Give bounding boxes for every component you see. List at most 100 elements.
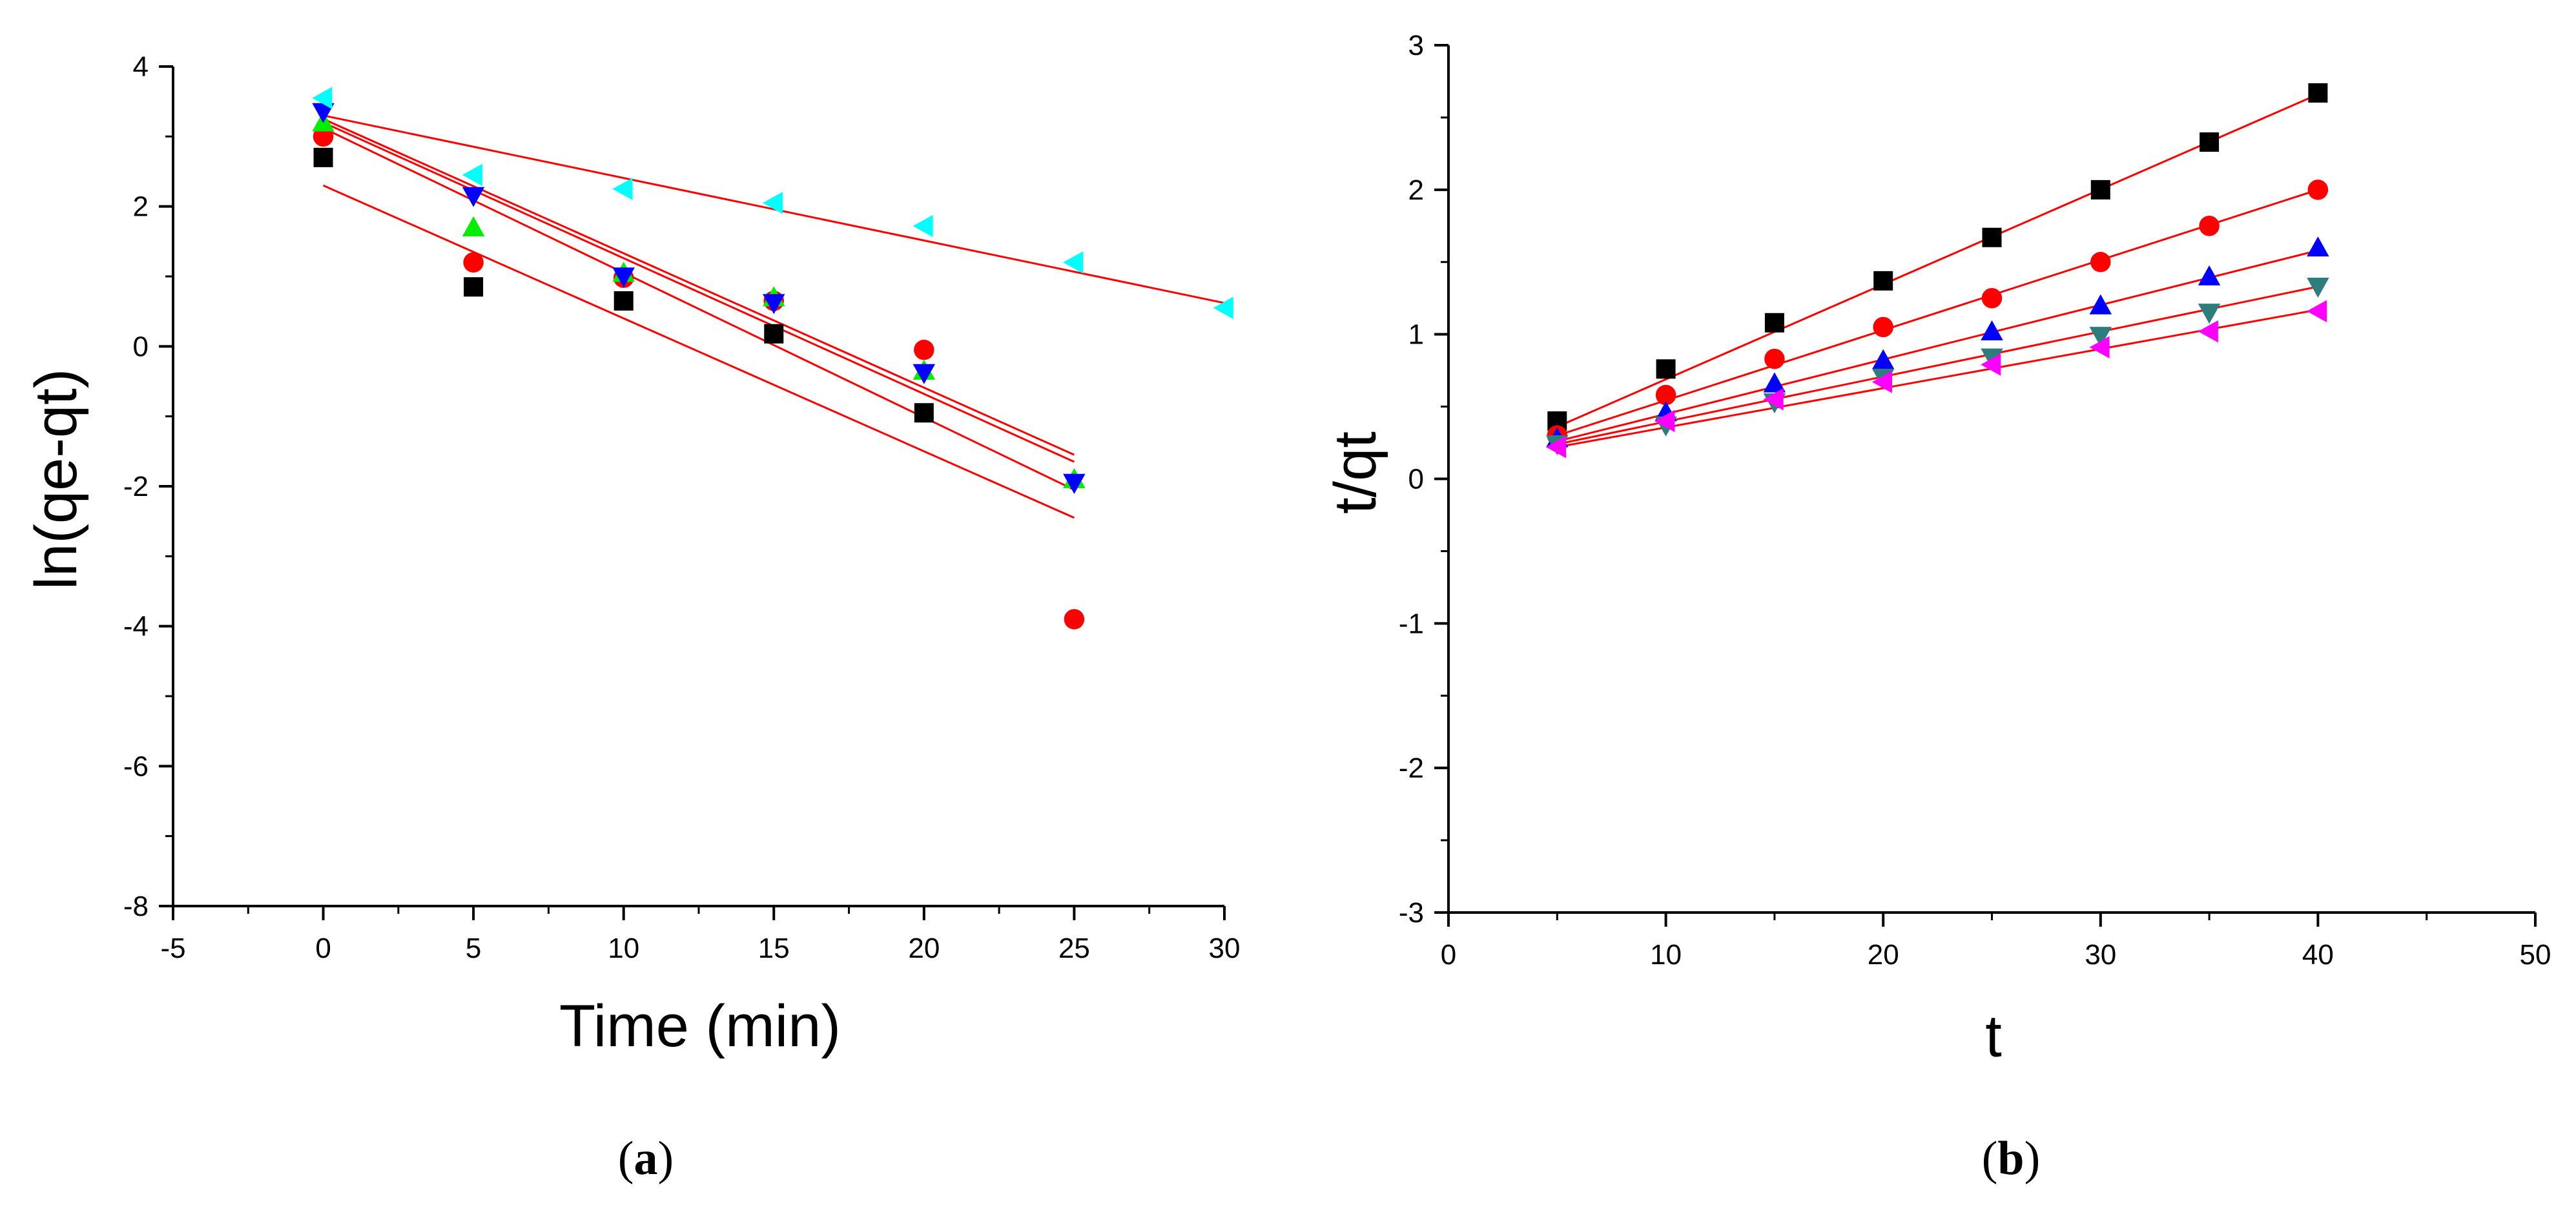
- data-point-b-series-5: [2089, 336, 2110, 359]
- y-axis-label-b: t/qt: [1323, 431, 1388, 514]
- fit-line-b-series-1: [1556, 93, 2319, 428]
- data-point-b-series-3: [2089, 294, 2112, 315]
- caption-a: (a): [618, 1132, 674, 1185]
- y-tick-label-a: -8: [123, 891, 149, 922]
- data-point-b-series-3: [1871, 349, 1895, 369]
- x-tick-label-a: 10: [608, 933, 639, 964]
- data-point-b-series-2: [2307, 180, 2329, 200]
- data-point-b-series-1: [2308, 83, 2328, 103]
- data-point-a-series-1: [764, 324, 784, 344]
- data-point-a-series-5: [612, 178, 633, 200]
- data-point-b-series-4: [2307, 278, 2329, 298]
- y-tick-label-a: 2: [133, 191, 149, 223]
- data-point-b-series-4: [2198, 304, 2221, 324]
- data-points-b: [1546, 83, 2329, 459]
- x-axis-label-b: t: [1985, 1004, 2002, 1069]
- x-tick-label-b: 10: [1650, 939, 1682, 971]
- y-tick-label-a: -2: [123, 471, 149, 502]
- axes-b: 0 10 20 30 40 50 -3 -2 -1 0 1 2 3: [1399, 30, 2551, 971]
- data-point-b-series-3: [2307, 236, 2329, 257]
- data-point-a-series-3: [462, 216, 485, 236]
- x-axis-label-a: Time (min): [559, 993, 841, 1059]
- data-point-b-series-1: [1764, 313, 1784, 333]
- data-point-a-series-1: [613, 291, 634, 311]
- y-tick-label-b: 1: [1408, 319, 1424, 351]
- data-point-a-series-5: [462, 163, 482, 187]
- data-point-b-series-2: [1981, 287, 2003, 309]
- chart-panel-b: 0 10 20 30 40 50 -3 -2 -1 0 1 2 3 t t/qt (b): [1323, 30, 2551, 1185]
- data-point-b-series-2: [1764, 348, 1785, 369]
- data-point-b-series-3: [1981, 320, 2003, 340]
- caption-b: (b): [1982, 1132, 2040, 1185]
- data-point-b-series-2: [2199, 216, 2220, 236]
- data-point-b-series-4: [2089, 327, 2112, 347]
- data-point-b-series-5: [1546, 436, 1567, 459]
- y-tick-label-a: -6: [123, 750, 149, 782]
- data-point-b-series-5: [1654, 409, 1675, 433]
- y-tick-label-a: 0: [133, 331, 149, 362]
- data-point-a-series-4: [763, 294, 785, 315]
- x-tick-label-a: 20: [908, 933, 940, 964]
- data-point-b-series-1: [1873, 271, 1893, 291]
- data-point-a-series-5: [1213, 296, 1233, 319]
- data-point-b-series-5: [2307, 300, 2327, 323]
- data-point-a-series-5: [1063, 251, 1084, 274]
- data-point-a-series-4: [612, 267, 635, 288]
- y-tick-label-b: -1: [1399, 608, 1424, 639]
- y-tick-label-b: 3: [1408, 30, 1424, 61]
- data-point-a-series-1: [313, 147, 333, 167]
- data-point-b-series-2: [1873, 316, 1893, 338]
- data-point-b-series-1: [1656, 359, 1676, 379]
- y-tick-label-b: 2: [1408, 174, 1424, 206]
- y-tick-label-b: -3: [1399, 897, 1424, 929]
- data-point-b-series-5: [1871, 371, 1892, 393]
- x-tick-label-a: 25: [1058, 933, 1090, 964]
- x-tick-label-a: 0: [315, 933, 331, 964]
- data-point-b-series-1: [1982, 227, 2002, 247]
- fit-lines-a: [322, 114, 1225, 519]
- y-tick-label-b: -2: [1399, 752, 1424, 784]
- data-point-a-series-4: [1063, 473, 1086, 494]
- y-tick-label-b: 0: [1408, 464, 1424, 495]
- data-point-b-series-3: [2198, 265, 2221, 285]
- data-point-b-series-5: [1981, 353, 2001, 376]
- y-tick-label-a: 4: [133, 51, 149, 83]
- data-point-b-series-3: [1763, 372, 1786, 393]
- axes-a: -5 0 5 10 15 20 25 30 -8 -6 -4 -2 0 2 4: [123, 51, 1241, 964]
- data-point-a-series-5: [912, 214, 933, 238]
- x-tick-label-b: 30: [2085, 939, 2116, 971]
- data-point-b-series-1: [2200, 132, 2220, 152]
- data-points-a: [312, 87, 1233, 630]
- data-point-b-series-5: [2198, 320, 2218, 343]
- fit-lines-b: [1556, 93, 2319, 448]
- data-point-a-series-1: [914, 403, 934, 423]
- data-point-a-series-2: [463, 252, 484, 273]
- x-tick-label-a: 30: [1209, 933, 1241, 964]
- x-tick-label-b: 20: [1868, 939, 1899, 971]
- fit-line-b-series-4: [1556, 285, 2318, 446]
- x-tick-label-b: 0: [1441, 939, 1456, 971]
- fit-line-a-series-1: [322, 184, 1075, 519]
- y-tick-label-a: -4: [123, 611, 149, 643]
- data-point-b-series-2: [2090, 252, 2111, 273]
- data-point-b-series-2: [1655, 384, 1676, 406]
- x-tick-label-a: 5: [466, 933, 481, 964]
- x-tick-label-b: 40: [2302, 939, 2334, 971]
- fit-line-a-series-5: [323, 114, 1225, 304]
- data-point-a-series-2: [1064, 609, 1085, 630]
- x-tick-label-a: 15: [758, 933, 790, 964]
- fit-line-b-series-5: [1557, 309, 2318, 448]
- fit-line-b-series-2: [1556, 189, 2318, 437]
- data-point-a-series-5: [763, 192, 783, 214]
- data-point-a-series-4: [462, 187, 485, 207]
- data-point-a-series-2: [914, 340, 934, 360]
- fit-line-a-series-3: [322, 118, 1075, 456]
- y-axis-label-a: ln(qe-qt): [23, 369, 89, 590]
- chart-panel-a: -5 0 5 10 15 20 25 30 -8 -6 -4 -2 0 2 4 Time (min) ln(…: [23, 51, 1240, 1185]
- data-point-a-series-4: [312, 103, 335, 123]
- data-point-b-series-5: [1763, 388, 1784, 411]
- fit-line-a-series-4: [322, 121, 1075, 463]
- fit-line-b-series-3: [1556, 249, 2318, 442]
